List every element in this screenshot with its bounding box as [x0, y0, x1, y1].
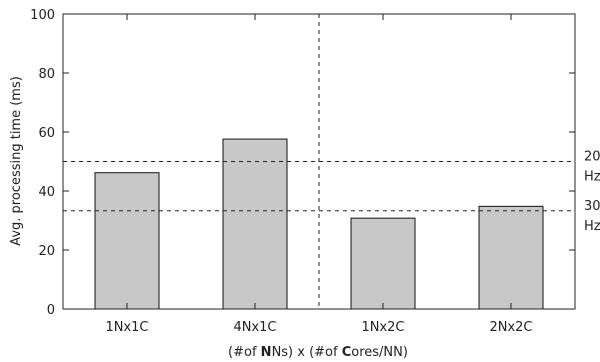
y-tick-label: 20: [38, 244, 55, 259]
bar-1Nx2C: [350, 217, 416, 310]
y-ticks-layer: 0 20 40 60 80 100: [30, 8, 575, 318]
reference-line-label: Hz: [584, 219, 600, 234]
x-tick-label: 1Nx2C: [361, 320, 404, 335]
x-axis-label-part: (#of: [228, 345, 261, 360]
plot-frame: [62, 13, 576, 310]
reference-line-label: Hz: [584, 170, 600, 185]
bars-layer: [94, 138, 544, 310]
x-tick-label: 2Nx2C: [489, 320, 532, 335]
x-axis-label-part: C: [342, 345, 352, 360]
x-axis-label: (#of NNs) x (#of Cores/NN): [228, 345, 408, 360]
reference-line-label: 20: [584, 150, 600, 165]
y-axis-label: Avg. processing time (ms): [9, 76, 24, 246]
x-axis-label-part: ores/NN): [351, 345, 408, 360]
y-tick-label: 80: [38, 67, 55, 82]
bar-1Nx1C: [94, 172, 160, 310]
y-tick-label: 60: [38, 126, 55, 141]
bar-2Nx2C: [478, 205, 544, 310]
x-categories-layer: 1Nx1C 4Nx1C 1Nx2C 2Nx2C: [105, 14, 533, 335]
x-tick-label: 1Nx1C: [105, 320, 148, 335]
bar-4Nx1C: [222, 138, 288, 310]
reference-lines-layer: 20 Hz 30 Hz: [63, 14, 600, 309]
x-tick-label: 4Nx1C: [233, 320, 276, 335]
reference-line-label: 30: [584, 199, 600, 214]
y-tick-label: 0: [47, 303, 55, 318]
x-axis-label-part: Ns) x (#of: [272, 345, 342, 360]
y-tick-label: 40: [38, 185, 55, 200]
y-tick-label: 100: [30, 8, 55, 23]
x-axis-label-part: N: [261, 345, 272, 360]
